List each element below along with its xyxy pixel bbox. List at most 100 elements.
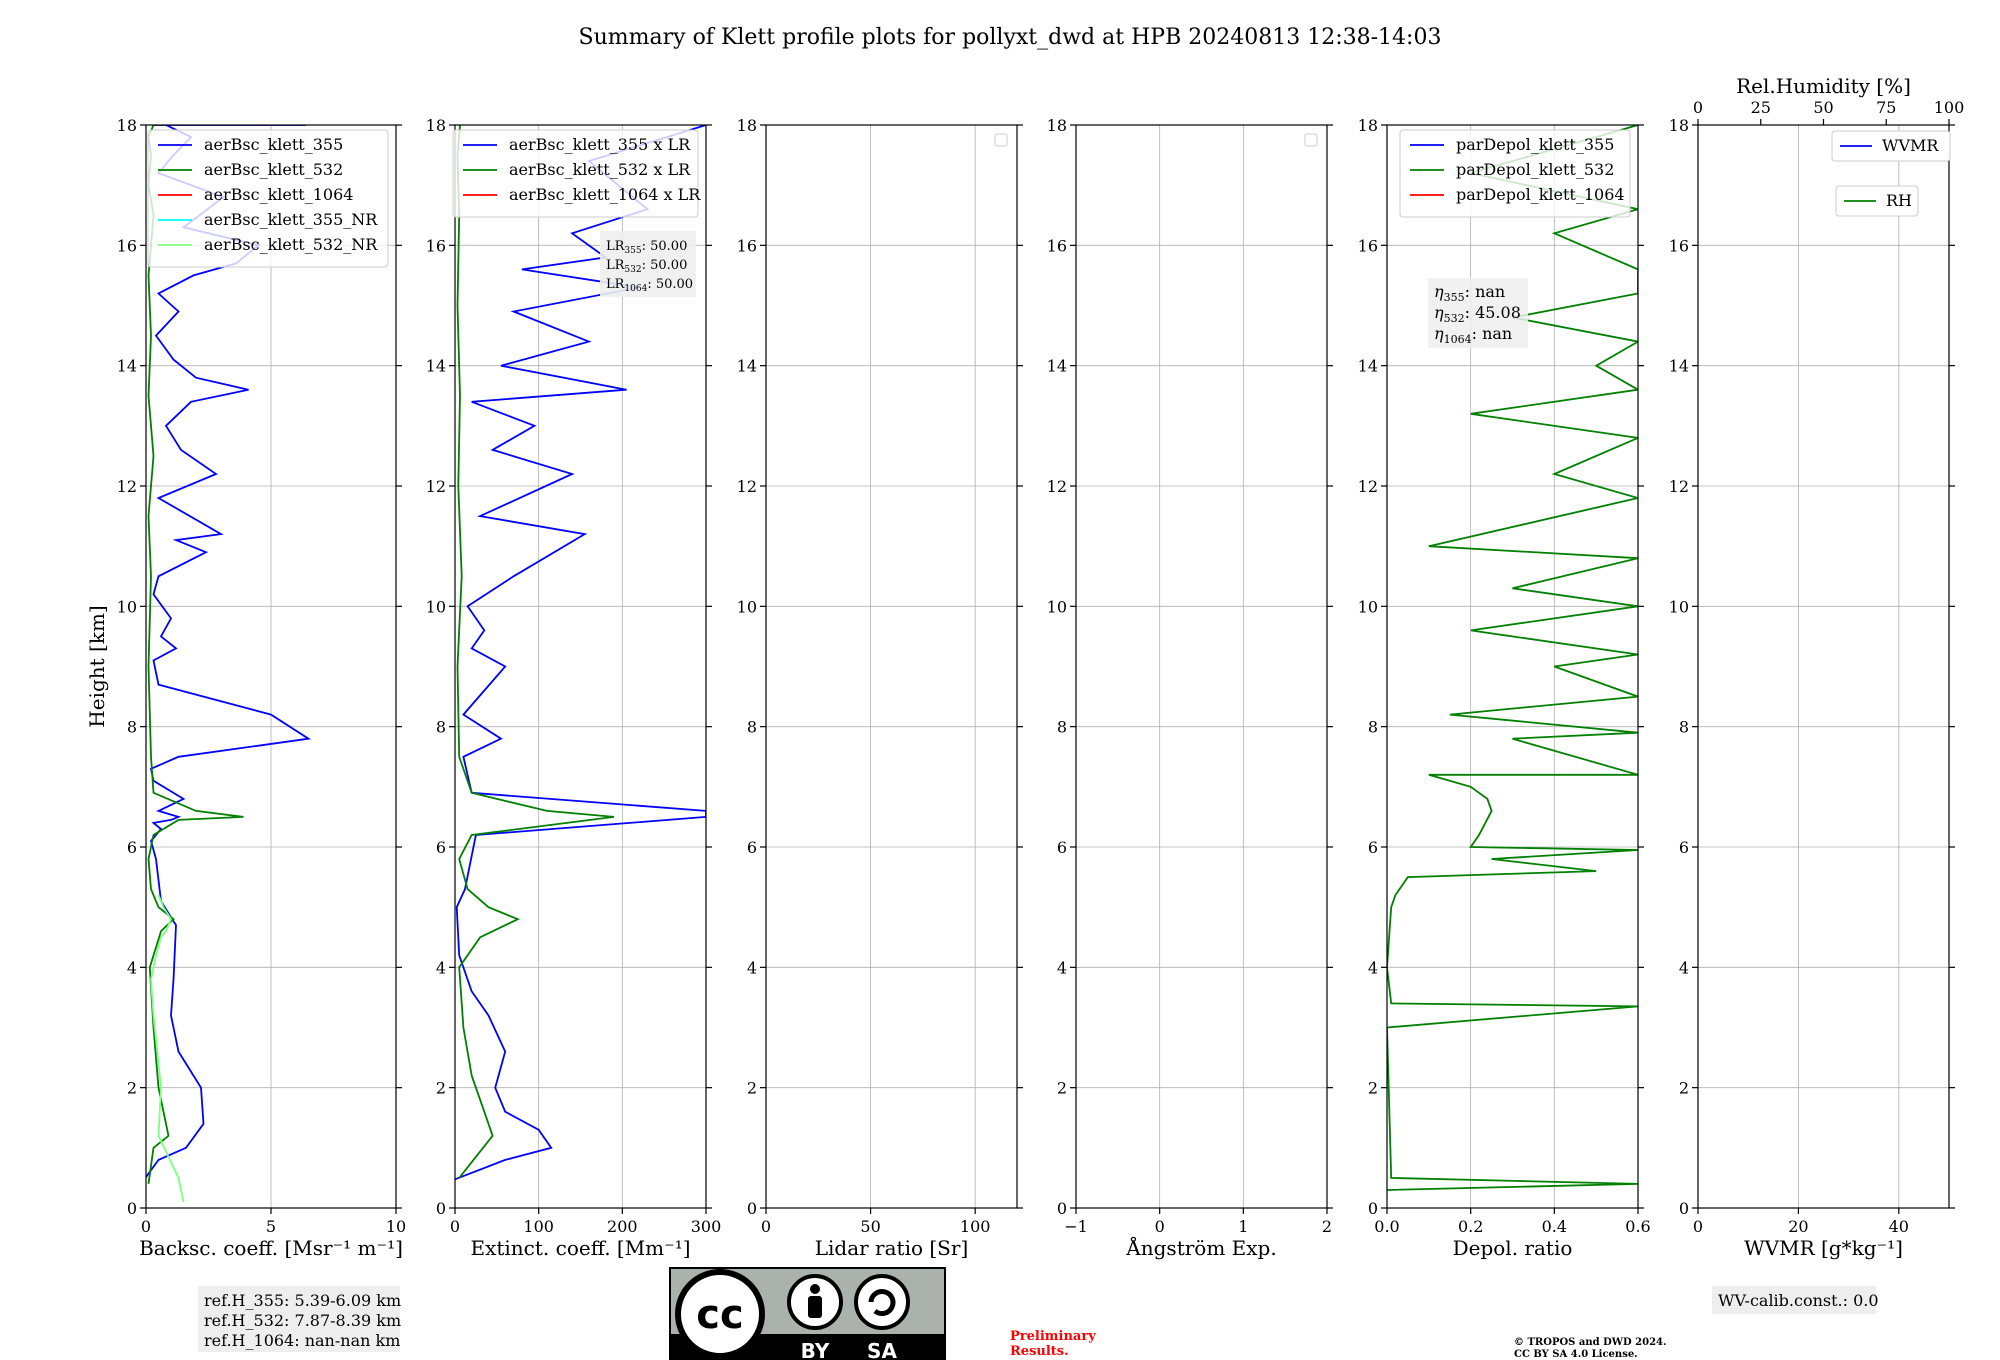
x-tick-label: 200: [607, 1217, 638, 1236]
y-tick-label: 14: [1669, 357, 1689, 376]
y-tick-label: 2: [747, 1079, 757, 1098]
y-tick-label: 0: [747, 1199, 757, 1218]
lr-label: LR: [606, 258, 626, 273]
y-tick-label: 14: [1047, 357, 1067, 376]
panel-frame: [1697, 124, 1950, 1209]
y-tick-label: 6: [1368, 838, 1378, 857]
ref-heights-box: [198, 1286, 400, 1352]
eta-annotation-box: [1428, 278, 1528, 348]
x-axis-label: Ångström Exp.: [1125, 1235, 1276, 1260]
eta-label: η: [1434, 282, 1444, 301]
legend-entry: RH: [1886, 191, 1912, 210]
x-axis-label: Lidar ratio [Sr]: [815, 1236, 969, 1260]
lr-annotation-box: [600, 231, 696, 297]
copyright-text: CC BY SA 4.0 License.: [1514, 1349, 1638, 1360]
eta-value: : nan: [1472, 324, 1513, 343]
legend-box: [452, 129, 699, 218]
x2-tick-label: 50: [1813, 98, 1833, 117]
x-axis-label: WVMR [g*kg⁻¹]: [1744, 1236, 1903, 1260]
x-tick-label: 20: [1788, 1217, 1808, 1236]
legend-box: [1399, 129, 1631, 218]
y-tick-label: 6: [436, 838, 446, 857]
y-tick-label: 0: [1679, 1199, 1689, 1218]
by-body-icon: [808, 1296, 822, 1318]
wv-calib-box: [1712, 1286, 1876, 1314]
legend-entry: aerBsc_klett_1064 x LR: [509, 185, 701, 204]
sa-arrow-icon: [868, 1289, 896, 1316]
x2-tick-label: 75: [1876, 98, 1896, 117]
y-tick-label: 2: [1679, 1079, 1689, 1098]
y-tick-label: 10: [117, 597, 137, 616]
y-tick-label: 12: [426, 477, 446, 496]
by-head-icon: [810, 1284, 820, 1294]
preliminary-text: Preliminary: [1010, 1329, 1096, 1344]
y-tick-label: 16: [1047, 236, 1067, 255]
series-line-aerBsc_klett_355: [146, 125, 312, 1179]
series-line-parDepol_klett_532: [1387, 125, 1638, 1191]
x2-tick-label: 25: [1751, 98, 1771, 117]
lr-value: : 50.00: [647, 277, 693, 292]
y-tick-label: 18: [1669, 116, 1689, 135]
y-tick-label: 8: [1679, 718, 1689, 737]
y-tick-label: 14: [117, 357, 137, 376]
panel-frame: [454, 124, 707, 1209]
lr-value: : 50.00: [642, 258, 688, 273]
x-tick-label: 0: [1693, 1217, 1703, 1236]
legend-entry: parDepol_klett_1064: [1456, 185, 1625, 204]
y-tick-label: 12: [1669, 477, 1689, 496]
preliminary-text: Results.: [1010, 1344, 1069, 1359]
y-tick-label: 4: [127, 958, 137, 977]
lr-label: LR: [606, 277, 626, 292]
y-tick-label: 2: [127, 1079, 137, 1098]
empty-legend-box: [994, 133, 1008, 147]
eta-subscript: 355: [1444, 291, 1465, 304]
legend-entry: aerBsc_klett_355: [204, 135, 343, 154]
legend-entry: parDepol_klett_532: [1456, 160, 1614, 179]
series-line-aerBsc_klett_532 x LR: [456, 125, 615, 1179]
y-axis-label: Height [km]: [85, 605, 109, 727]
cc-logo-text: cc: [696, 1292, 743, 1338]
x-tick-label: 0.6: [1625, 1217, 1650, 1236]
y-tick-label: 0: [1368, 1199, 1378, 1218]
y-tick-label: 14: [426, 357, 446, 376]
x-tick-label: 0.2: [1458, 1217, 1483, 1236]
y-tick-label: 4: [436, 958, 446, 977]
y-tick-label: 14: [1358, 357, 1378, 376]
lr-subscript: 355: [624, 246, 641, 256]
wv-calib-text: WV-calib.const.: 0.0: [1718, 1291, 1879, 1310]
y-tick-label: 8: [127, 718, 137, 737]
eta-subscript: 532: [1444, 312, 1465, 325]
y-tick-label: 8: [436, 718, 446, 737]
lr-subscript: 532: [624, 265, 641, 275]
y-tick-label: 10: [737, 597, 757, 616]
x-tick-label: 50: [860, 1217, 880, 1236]
y-tick-label: 6: [1057, 838, 1067, 857]
x-axis-label: Depol. ratio: [1453, 1236, 1573, 1260]
legend-entry: aerBsc_klett_532: [204, 160, 343, 179]
y-tick-label: 0: [436, 1199, 446, 1218]
y-tick-label: 4: [747, 958, 757, 977]
y-tick-label: 12: [117, 477, 137, 496]
y-tick-label: 10: [1669, 597, 1689, 616]
x-tick-label: 0: [761, 1217, 771, 1236]
panel-5: 0 2 4 6 8 10 12 14 16 18 0.0 0.2 0.4 0.6 Depol. ratio p…: [1358, 116, 1651, 1260]
eta-label: η: [1434, 324, 1444, 343]
eta-annotation: η1064: nan: [1434, 324, 1512, 346]
sa-sharealike-icon: [854, 1274, 910, 1330]
eta-value: : 45.08: [1465, 303, 1521, 322]
x-tick-label: 2: [1322, 1217, 1332, 1236]
legend-entry: aerBsc_klett_532_NR: [204, 235, 378, 254]
x-tick-label: −1: [1064, 1217, 1088, 1236]
legend-entry: aerBsc_klett_355_NR: [204, 210, 378, 229]
x-tick-label: 0.0: [1374, 1217, 1399, 1236]
x-tick-label: 0: [141, 1217, 151, 1236]
sa-label: SA: [867, 1339, 897, 1360]
y-tick-label: 6: [747, 838, 757, 857]
y-tick-label: 2: [1057, 1079, 1067, 1098]
eta-subscript: 1064: [1444, 333, 1472, 346]
x2-tick-label: 0: [1693, 98, 1703, 117]
y-tick-label: 18: [117, 116, 137, 135]
